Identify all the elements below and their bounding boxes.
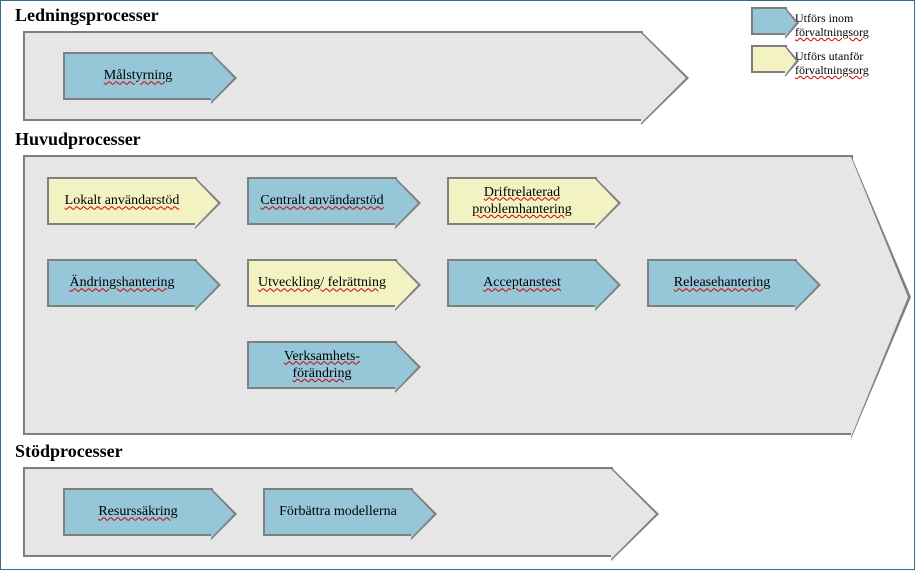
diagram-canvas: Ledningsprocesser Huvudprocesser Stödpro…	[0, 0, 915, 570]
legend-label-inom: Utförs inom förvaltningsorg	[795, 11, 895, 40]
proc-label: Målstyrning	[104, 67, 172, 85]
proc-label: Verksamhets- förändring	[255, 348, 389, 383]
legend-row-inom: Utförs inom förvaltningsorg	[751, 7, 895, 43]
proc-label: Lokalt användarstöd	[65, 192, 180, 210]
legend-text: Utförs utanför	[795, 49, 863, 63]
section-title-ledning: Ledningsprocesser	[15, 5, 159, 26]
legend-swatch-yellow	[751, 45, 787, 73]
section-title-huvud: Huvudprocesser	[15, 129, 141, 150]
proc-acceptanstest: Acceptanstest	[447, 259, 597, 307]
proc-verksamhet: Verksamhets- förändring	[247, 341, 397, 389]
proc-centralt: Centralt användarstöd	[247, 177, 397, 225]
proc-andring: Ändringshantering	[47, 259, 197, 307]
proc-label: Ändringshantering	[70, 274, 175, 292]
proc-label: Utveckling/ felrättning	[258, 274, 386, 292]
legend-text: Utförs inom	[795, 11, 853, 25]
proc-label: Releasehantering	[674, 274, 770, 292]
proc-label: Acceptanstest	[483, 274, 561, 292]
legend-text-u: förvaltningsorg	[795, 25, 869, 39]
legend-label-utanfor: Utförs utanför förvaltningsorg	[795, 49, 895, 78]
proc-label: Driftrelaterad problemhantering	[455, 184, 589, 219]
proc-lokalt: Lokalt användarstöd	[47, 177, 197, 225]
legend-row-utanfor: Utförs utanför förvaltningsorg	[751, 45, 895, 81]
proc-label: Resurssäkring	[98, 503, 177, 521]
section-title-stod: Stödprocesser	[15, 441, 123, 462]
proc-label: Förbättra modellerna	[279, 503, 397, 521]
proc-release: Releasehantering	[647, 259, 797, 307]
proc-forbattra: Förbättra modellerna	[263, 488, 413, 536]
proc-label: Centralt användarstöd	[260, 192, 383, 210]
proc-utveckling: Utveckling/ felrättning	[247, 259, 397, 307]
legend-text-u: förvaltningsorg	[795, 63, 869, 77]
proc-malstyrning: Målstyrning	[63, 52, 213, 100]
legend-swatch-blue	[751, 7, 787, 35]
proc-resurs: Resurssäkring	[63, 488, 213, 536]
proc-drift: Driftrelaterad problemhantering	[447, 177, 597, 225]
